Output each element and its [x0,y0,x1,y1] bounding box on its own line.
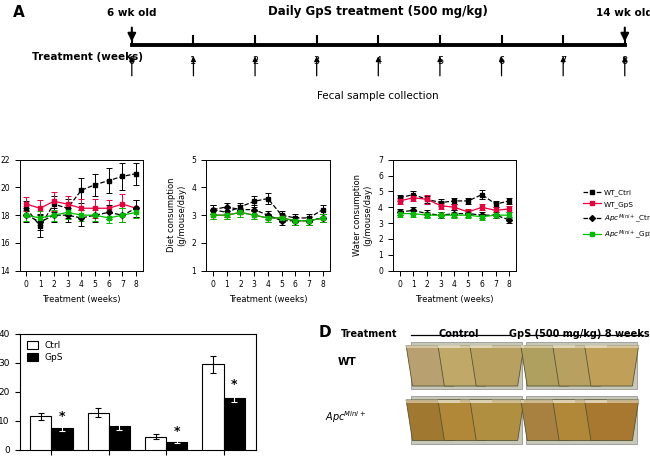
Text: 0: 0 [129,56,135,66]
Polygon shape [552,346,607,386]
Text: Fecal sample collection: Fecal sample collection [317,91,439,101]
Text: WT: WT [337,357,356,367]
Legend: Ctrl, GpS: Ctrl, GpS [24,338,66,365]
Polygon shape [584,400,639,441]
Polygon shape [521,400,575,403]
Text: *: * [231,378,237,391]
X-axis label: Treatment (weeks): Treatment (weeks) [42,295,120,304]
FancyBboxPatch shape [526,342,637,390]
Text: 6 wk old: 6 wk old [107,8,157,17]
Polygon shape [470,346,524,386]
X-axis label: Treatment (weeks): Treatment (weeks) [229,295,307,304]
Text: $\it{Apc}$$^{Mini+}$: $\it{Apc}$$^{Mini+}$ [325,409,366,425]
Text: GpS (500 mg/kg) 8 weeks: GpS (500 mg/kg) 8 weeks [510,329,650,339]
Polygon shape [521,346,575,348]
Polygon shape [406,400,460,403]
X-axis label: Treatment (weeks): Treatment (weeks) [415,295,494,304]
Bar [31,416,51,450]
FancyBboxPatch shape [411,397,523,444]
FancyBboxPatch shape [411,342,523,390]
Y-axis label: Water consumption
(g/mouse/day): Water consumption (g/mouse/day) [353,174,372,256]
Text: 6: 6 [499,56,504,66]
Text: 1: 1 [190,56,196,66]
Polygon shape [406,346,460,386]
Text: Treatment (weeks): Treatment (weeks) [32,52,143,62]
Bar [224,397,245,450]
Polygon shape [438,346,492,386]
Bar [109,426,130,450]
Polygon shape [584,346,639,348]
Polygon shape [584,400,639,403]
Bar [166,442,187,450]
Polygon shape [438,400,492,441]
Polygon shape [470,346,524,348]
Polygon shape [438,400,492,403]
Polygon shape [470,400,524,441]
Text: Treatment: Treatment [341,329,397,339]
Text: *: * [58,410,65,423]
Bar [202,364,224,450]
Polygon shape [552,400,607,441]
Text: A: A [13,5,25,20]
Text: 5: 5 [437,56,443,66]
Polygon shape [584,346,639,386]
Polygon shape [470,400,524,403]
Polygon shape [521,400,575,441]
Bar [88,413,109,450]
Bar [51,428,73,450]
Text: 2: 2 [252,56,258,66]
FancyBboxPatch shape [526,397,637,444]
Text: 4: 4 [375,56,382,66]
Text: 14 wk old: 14 wk old [596,8,650,17]
Text: Control: Control [439,329,479,339]
Y-axis label: Diet consumption
(g/mouse/day): Diet consumption (g/mouse/day) [166,178,186,252]
Text: Daily GpS treatment (500 mg/kg): Daily GpS treatment (500 mg/kg) [268,5,488,17]
Polygon shape [406,346,460,348]
Bar [145,437,166,450]
Legend: WT_Ctrl, WT_GpS, $Apc^{Mini+}$_Ctrl, $Apc^{Mini+}$_GpS: WT_Ctrl, WT_GpS, $Apc^{Mini+}$_Ctrl, $Ap… [583,189,650,241]
Polygon shape [521,346,575,386]
Polygon shape [438,346,492,348]
Text: 7: 7 [560,56,566,66]
Text: 8: 8 [621,56,628,66]
Polygon shape [552,346,607,348]
Text: D: D [318,325,331,340]
Text: *: * [174,425,180,438]
Text: 3: 3 [313,56,320,66]
Polygon shape [552,400,607,403]
Polygon shape [406,400,460,441]
